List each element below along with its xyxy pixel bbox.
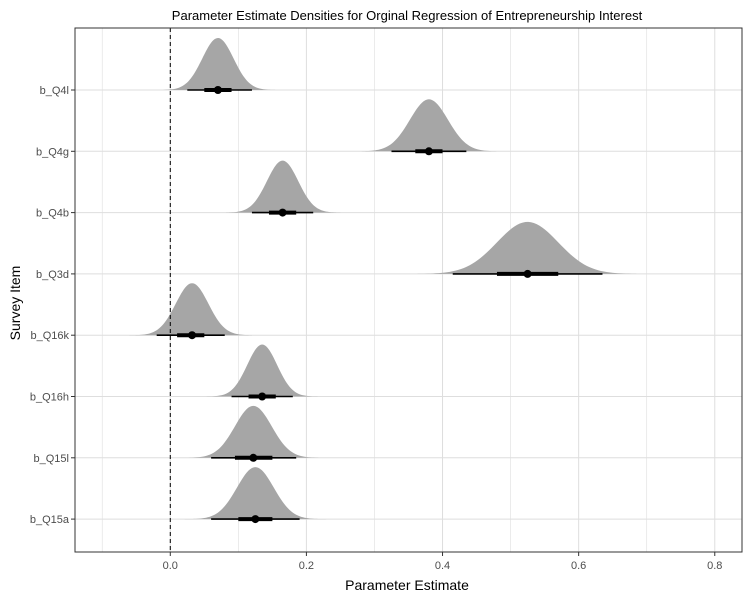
y-tick-label: b_Q4g [36,146,69,158]
point-b_Q15a [251,515,260,524]
density-b_Q15a [180,467,334,520]
y-tick-label: b_Q16k [30,330,69,342]
x-tick-label: 0.4 [435,560,450,572]
point-b_Q16h [258,392,267,401]
panel-border [74,27,743,553]
x-tick-label: 0.0 [163,560,178,572]
density-b_Q15l [170,405,334,458]
density-b_Q16h [197,344,327,397]
y-tick-label: b_Q4l [40,85,69,97]
plot-panel [74,27,743,553]
x-tick-label: 0.6 [571,560,586,572]
y-tick-label: b_Q15a [30,514,70,526]
point-b_Q15l [249,453,258,462]
x-tick-label: 0.8 [707,560,722,572]
y-axis-title: Survey Item [7,266,23,341]
density-b_Q4g [347,99,504,152]
density-b_Q16k [129,283,252,336]
point-b_Q16k [188,331,197,340]
point-b_Q4g [424,147,433,156]
density-b_Q4b [226,160,341,213]
point-b_Q4l [213,86,222,94]
x-axis-ticks: 0.0 0.2 0.4 0.6 0.8 [163,552,722,572]
x-tick-label: 0.2 [299,560,314,572]
density-b_Q4l [163,38,276,90]
point-b_Q3d [523,269,532,278]
grid-lines [75,28,742,552]
density-layer [129,38,657,520]
y-tick-label: b_Q15l [34,453,69,465]
y-axis-ticks: b_Q4l b_Q4g b_Q4b b_Q3d b_Q16k b_Q16h b_Q15l b_… [30,85,75,526]
y-tick-label: b_Q16h [30,392,69,404]
density-b_Q3d [405,221,657,274]
x-axis-title: Parameter Estimate [345,577,469,593]
y-tick-label: b_Q3d [36,269,69,281]
point-b_Q4b [278,208,287,217]
interval-layer [156,86,603,524]
chart-title: Parameter Estimate Densities for Orginal… [172,8,643,23]
y-tick-label: b_Q4b [36,208,69,220]
